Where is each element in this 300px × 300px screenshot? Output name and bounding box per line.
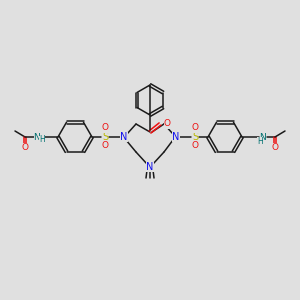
Text: O: O — [164, 119, 170, 128]
Text: O: O — [101, 124, 109, 133]
Text: S: S — [192, 132, 198, 142]
Text: N: N — [120, 132, 128, 142]
Text: O: O — [101, 142, 109, 151]
Text: N: N — [34, 133, 40, 142]
Text: N: N — [120, 132, 128, 142]
Text: O: O — [191, 124, 199, 133]
Text: O: O — [272, 142, 278, 152]
Text: N: N — [146, 162, 154, 172]
Text: H: H — [39, 136, 45, 145]
Text: O: O — [22, 142, 28, 152]
Text: N: N — [172, 132, 180, 142]
Text: O: O — [191, 142, 199, 151]
Text: N: N — [260, 133, 266, 142]
Text: H: H — [257, 136, 263, 146]
Text: S: S — [102, 132, 108, 142]
